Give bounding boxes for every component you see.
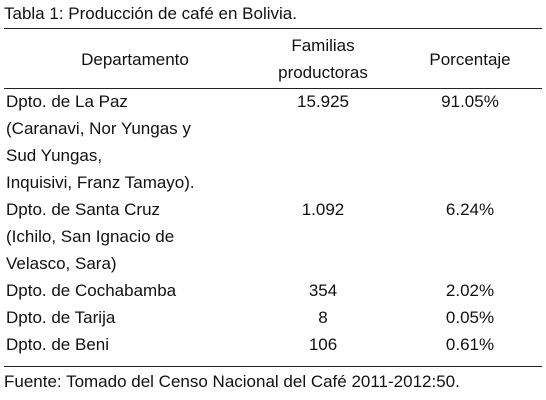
table-title: Tabla 1: Producción de café en Bolivia. [4,4,297,23]
rule [4,88,542,89]
row-label: Inquisivi, Franz Tamayo). [6,173,195,192]
rule [4,366,542,367]
row-label: Dpto. de Tarija [6,308,116,327]
cell: 8 [318,308,328,327]
row-label: Dpto. de Beni [6,335,110,354]
row-label: Dpto. de La Paz [6,92,128,111]
cell: 1.092 [301,200,345,219]
cell: 0.05% [445,308,495,327]
row-label: (Caranavi, Nor Yungas y [6,119,191,138]
row-label: Sud Yungas, [6,146,103,165]
row-label: Velasco, Sara) [6,254,117,273]
cell: 0.61% [445,335,495,354]
row-label: Dpto. de Santa Cruz [6,200,161,219]
cell: 2.02% [445,281,495,300]
header-cell: Familias [291,36,355,55]
cell: 91.05% [441,92,499,111]
cell: 6.24% [445,200,495,219]
row-label: (Ichilo, San Ignacio de [6,227,175,246]
header-cell: productoras [278,63,368,82]
table-footer: Fuente: Tomado del Censo Nacional del Ca… [4,372,460,391]
header-cell: Porcentaje [429,49,511,69]
rule [4,28,542,29]
cell: 106 [308,335,338,354]
row-label: Dpto. de Cochabamba [6,281,177,300]
cell: 354 [308,281,338,300]
cell: 15.925 [297,92,349,111]
header-cell: Departamento [81,49,189,69]
